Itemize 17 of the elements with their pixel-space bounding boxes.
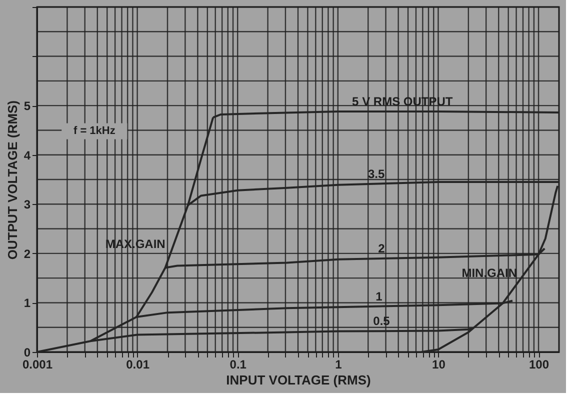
y-tick-label: 5 [24,99,31,114]
x-tick-label: 0.001 [22,358,53,372]
x-axis-title: INPUT VOLTAGE (RMS) [226,372,371,388]
y-tick-label: 4 [24,148,31,162]
y-tick-label: 0 [24,346,31,360]
series-label: 2 [378,241,386,256]
annotation: f = 1kHz [73,125,116,138]
x-tick-label: 0.1 [230,358,247,372]
x-tick-label: 10 [432,358,446,372]
y-tick-label: 1 [24,296,31,310]
x-tick-label: 1 [335,358,342,372]
x-tick-label: 0.01 [126,358,150,372]
y-tick-label: 3 [24,198,31,212]
x-tick-label: 100 [529,358,550,372]
y-axis-title: OUTPUT VOLTAGE (RMS) [4,100,20,260]
series-label: 1 [376,289,383,304]
y-tick-label: 2 [24,246,31,261]
